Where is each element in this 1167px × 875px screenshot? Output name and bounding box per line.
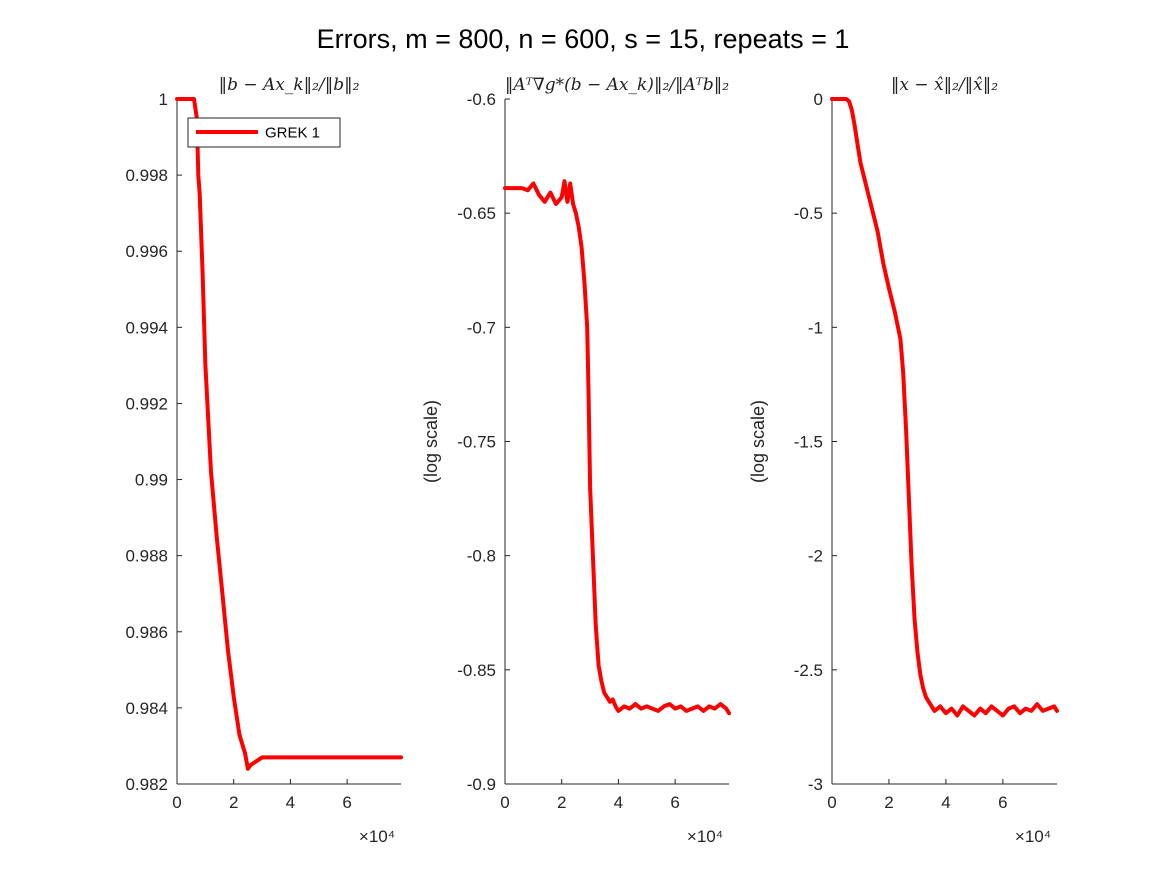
y-tick-label: 0.992 xyxy=(125,394,168,413)
y-tick-label: 0.988 xyxy=(125,547,168,566)
figure-title: Errors, m = 800, n = 600, s = 15, repeat… xyxy=(317,24,850,54)
y-tick-label: -0.85 xyxy=(457,661,496,680)
chart-title: ‖Aᵀ∇g*(b − Ax_k)‖₂/‖Aᵀb‖₂ xyxy=(505,75,729,95)
x-tick-label: 0 xyxy=(827,793,836,812)
x-tick-label: 6 xyxy=(998,793,1007,812)
series-line-1 xyxy=(175,97,403,771)
y-axis-label: (log scale) xyxy=(748,400,768,483)
chart-title: ‖x − x̂‖₂/‖x̂‖₂ xyxy=(891,75,998,95)
y-tick-label: -1 xyxy=(808,318,823,337)
y-tick-label: 0.996 xyxy=(125,242,168,261)
chart-panel-3: ‖x − x̂‖₂/‖x̂‖₂ -3 -2.5 -2 -1.5 -1 -0.5 0 0 2 4 6 ×1… xyxy=(748,75,1059,846)
y-axis-label: (log scale) xyxy=(421,400,441,483)
y-tick-label: -0.7 xyxy=(467,318,496,337)
x-tick-label: 0 xyxy=(500,793,509,812)
chart-title: ‖b − Ax_k‖₂/‖b‖₂ xyxy=(219,75,360,95)
y-tick-label: 0.994 xyxy=(125,318,168,337)
y-tick-label: 0.984 xyxy=(125,699,168,718)
y-tick-label: -0.8 xyxy=(467,547,496,566)
x-tick-label: 6 xyxy=(342,793,351,812)
x-tick-label: 4 xyxy=(286,793,295,812)
x-tick-label: 0 xyxy=(172,793,181,812)
y-tick-label: 0.982 xyxy=(125,775,168,794)
legend-entry: GREK 1 xyxy=(265,125,320,142)
y-tick-label: 0.986 xyxy=(125,623,168,642)
x-exponent-label: ×10⁴ xyxy=(1015,827,1051,846)
y-tick-label: -0.9 xyxy=(467,775,496,794)
series-line-1 xyxy=(503,179,731,716)
y-tick-label: -3 xyxy=(808,775,823,794)
x-tick-label: 2 xyxy=(557,793,566,812)
legend: GREK 1 xyxy=(187,117,341,148)
y-tick-label: -2 xyxy=(808,547,823,566)
y-tick-label: -0.75 xyxy=(457,433,496,452)
chart-panel-2: ‖Aᵀ∇g*(b − Ax_k)‖₂/‖Aᵀb‖₂ -0.9 -0.85 -0.8 -0… xyxy=(421,75,731,846)
x-tick-label: 2 xyxy=(229,793,238,812)
y-tick-label: 0.99 xyxy=(135,471,168,490)
y-tick-label: 0 xyxy=(814,90,823,109)
series-line-1 xyxy=(830,97,1059,718)
y-tick-label: -0.6 xyxy=(467,90,496,109)
x-tick-label: 4 xyxy=(614,793,623,812)
y-tick-label: -0.65 xyxy=(457,204,496,223)
x-tick-label: 6 xyxy=(670,793,679,812)
x-tick-label: 4 xyxy=(941,793,950,812)
x-exponent-label: ×10⁴ xyxy=(687,827,723,846)
x-exponent-label: ×10⁴ xyxy=(359,827,395,846)
y-tick-label: -2.5 xyxy=(794,661,823,680)
y-tick-label: 1 xyxy=(159,90,168,109)
y-tick-label: -0.5 xyxy=(794,204,823,223)
y-tick-label: 0.998 xyxy=(125,166,168,185)
chart-panel-1: ‖b − Ax_k‖₂/‖b‖₂ 0.982 0.984 0.986 0.988 0.99… xyxy=(125,75,403,846)
x-tick-label: 2 xyxy=(884,793,893,812)
y-tick-label: -1.5 xyxy=(794,433,823,452)
